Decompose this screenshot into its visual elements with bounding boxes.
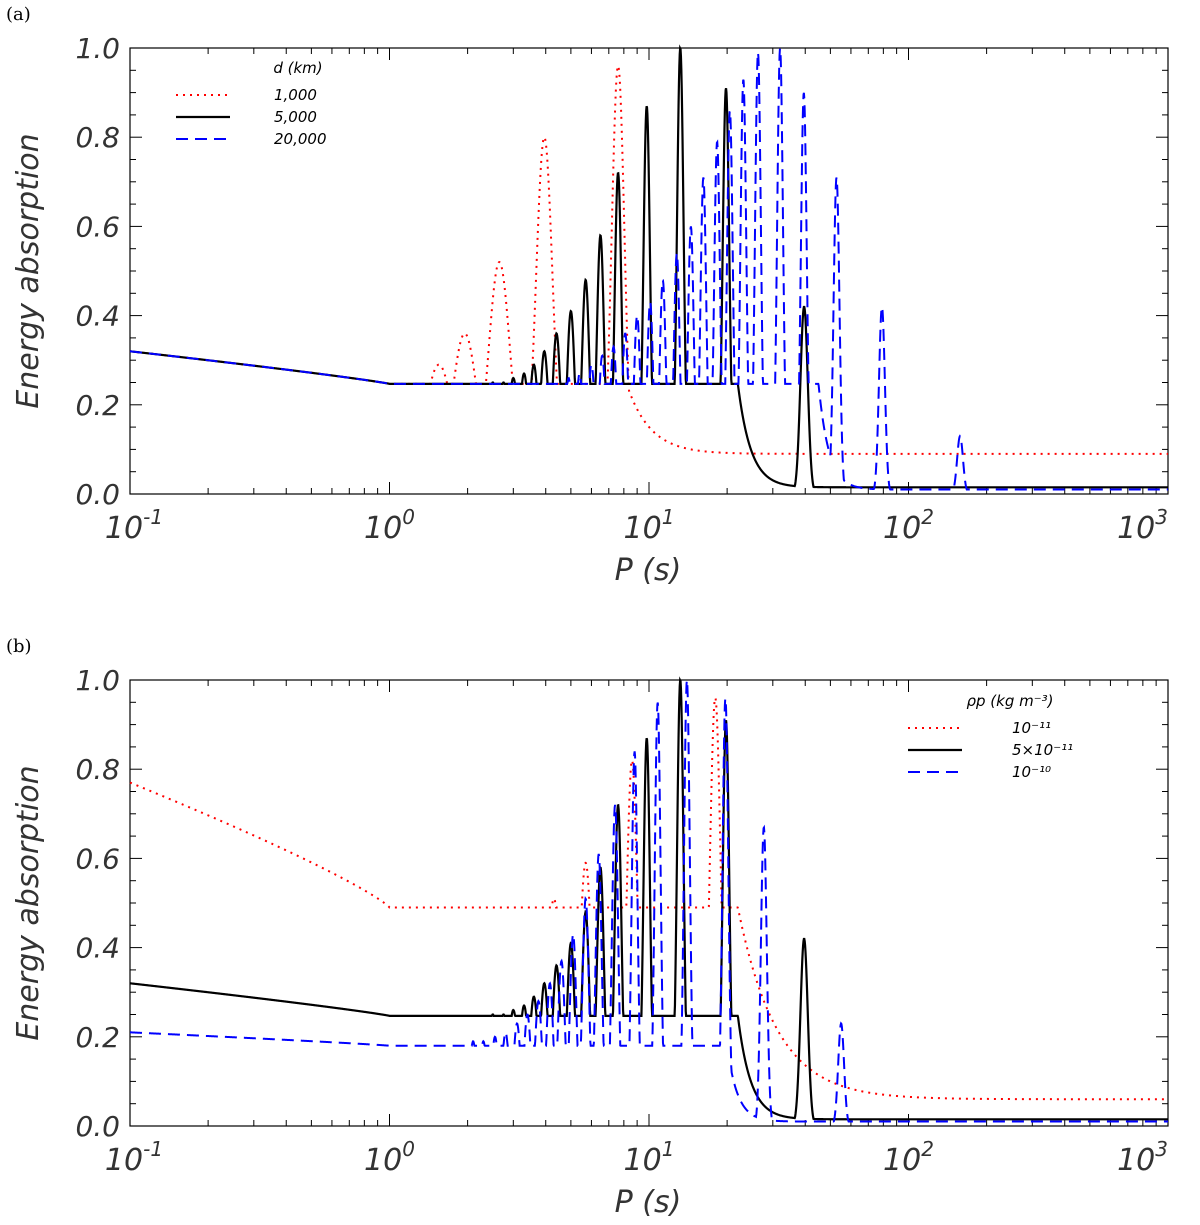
panel-b-series	[129, 676, 1168, 1123]
panel-b-legend: ρp (kg m⁻³) 10⁻¹¹ 5×10⁻¹¹ 10⁻¹⁰	[908, 692, 1073, 781]
panel-b-y-axis-label: Energy absorption	[11, 765, 46, 1040]
y-tick-label: 0.8	[75, 753, 120, 786]
x-tick-label: 103	[1117, 1137, 1168, 1178]
y-tick-label: 0.4	[75, 932, 120, 965]
panel-a-y-axis-label: Energy absorption	[11, 133, 46, 408]
panel-a-legend-label-5000: 5,000	[274, 108, 317, 126]
x-tick-label: 102	[883, 505, 934, 546]
panel-b-x-axis-label: P (s)	[615, 1185, 682, 1220]
y-tick-label: 0.8	[75, 121, 120, 154]
y-tick-label: 0.2	[75, 389, 120, 422]
panel-b-y-tick-labels: 0.0 0.2 0.4 0.6 0.8 1.0	[75, 664, 120, 1143]
y-tick-label: 0.6	[75, 210, 120, 243]
x-tick-label: 102	[883, 1137, 934, 1178]
panel-b-legend-label-5e-11: 5×10⁻¹¹	[1012, 741, 1073, 759]
x-tick-label: 101	[624, 1137, 675, 1178]
panel-b: (b) 0.00.20.40.60.81.0 10-1 100 101 102 103 …	[6, 636, 1169, 1220]
panel-a-legend: d (km) 1,000 5,000 20,000	[176, 59, 327, 148]
y-tick-label: 1.0	[75, 664, 120, 697]
series-line-2	[129, 676, 1168, 1121]
panel-b-label: (b)	[6, 636, 32, 657]
x-tick-label: 101	[624, 505, 675, 546]
x-tick-label: 10-1	[105, 505, 163, 546]
panel-b-legend-label-1e-11: 10⁻¹¹	[1012, 719, 1051, 737]
panel-a-series	[129, 44, 1168, 491]
series-line-3	[129, 48, 1168, 491]
panel-b-legend-label-1e-10: 10⁻¹⁰	[1012, 763, 1051, 781]
panel-a-ticks	[129, 47, 1169, 495]
panel-a-legend-label-20000: 20,000	[274, 130, 327, 148]
y-tick-label: 0.0	[75, 478, 120, 511]
series-line-1	[129, 694, 1168, 1101]
x-tick-label: 10-1	[105, 1137, 163, 1178]
series-line-1	[129, 64, 1168, 455]
x-tick-label: 103	[1117, 505, 1168, 546]
x-tick-label: 100	[364, 505, 415, 546]
y-tick-label: 1.0	[75, 32, 120, 65]
y-tick-label: 0.2	[75, 1021, 120, 1054]
y-tick-label: 0.4	[75, 300, 120, 333]
series-line-3	[129, 679, 1168, 1123]
panel-b-x-tick-labels: 10-1 100 101 102 103	[105, 1137, 1168, 1178]
panel-a-y-tick-labels: 0.0 0.2 0.4 0.6 0.8 1.0	[75, 32, 120, 511]
panel-a: (a) 0.00.20.40.60.81.0 10-1 100 101 102 103 …	[6, 4, 1169, 588]
x-tick-label: 100	[364, 1137, 415, 1178]
panel-a-x-axis-label: P (s)	[615, 553, 682, 588]
panel-a-legend-title: d (km)	[273, 59, 322, 77]
y-tick-label: 0.0	[75, 1110, 120, 1143]
panel-a-x-tick-labels: 10-1 100 101 102 103	[105, 505, 1168, 546]
y-tick-label: 0.6	[75, 842, 120, 875]
panel-b-legend-title: ρp (kg m⁻³)	[966, 692, 1053, 710]
panel-a-legend-label-1000: 1,000	[274, 86, 317, 104]
panel-a-label: (a)	[6, 4, 31, 25]
